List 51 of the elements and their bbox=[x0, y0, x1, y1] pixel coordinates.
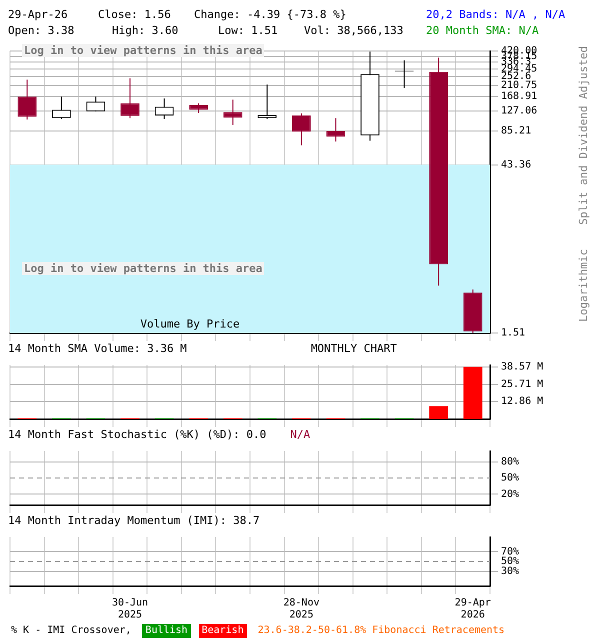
annotation: Log in to view patterns in this area bbox=[24, 262, 262, 275]
text: N/A bbox=[290, 428, 310, 441]
band-label: Volume By Price bbox=[140, 317, 240, 330]
x-tick-label: 28-Nov 2025 bbox=[283, 598, 320, 621]
annotation: Log in to view patterns in this area bbox=[24, 44, 262, 57]
x-tick-label: 29-Apr 2026 bbox=[454, 598, 491, 621]
y-tick-label: 80% bbox=[501, 456, 520, 468]
text: 29-Apr-26 bbox=[8, 8, 68, 21]
y-tick-label: 70% bbox=[501, 546, 520, 558]
y-tick-label: 50% bbox=[501, 472, 520, 484]
y-tick-label: 20% bbox=[501, 488, 520, 500]
text: 23.6-38.2-50-61.8% Fibonacci Retracements bbox=[258, 625, 505, 636]
text: Bullish bbox=[145, 625, 188, 636]
y-tick-label: 210.75 bbox=[501, 80, 538, 92]
candlestick bbox=[326, 118, 346, 142]
text: Vol: 38,566,133 bbox=[304, 24, 404, 37]
text: % K - IMI Crossover, bbox=[11, 625, 132, 636]
text: Open: 3.38 bbox=[8, 24, 74, 37]
y-tick-label: 85.21 bbox=[501, 126, 532, 137]
candlestick bbox=[223, 99, 242, 126]
y-tick-label: 1.51 bbox=[501, 328, 526, 339]
text: Close: 1.56 bbox=[98, 8, 171, 21]
y-tick-label: 25.71 M bbox=[501, 378, 544, 390]
candlestick bbox=[189, 102, 208, 114]
candlestick bbox=[18, 79, 37, 120]
y-tick-label: 12.86 M bbox=[501, 396, 544, 408]
text: High: 3.60 bbox=[112, 24, 178, 37]
x-tick-label: 30-Jun 2025 bbox=[112, 598, 148, 621]
y-tick-label: 43.36 bbox=[501, 159, 532, 170]
bar bbox=[463, 366, 482, 419]
candlestick bbox=[86, 96, 106, 112]
text: 20,2 Bands: N/A , N/A bbox=[426, 8, 566, 21]
text: Low: 1.51 bbox=[218, 24, 278, 37]
candlestick bbox=[52, 96, 71, 120]
chart-title: 14 Month SMA Volume: 3.36 M bbox=[8, 342, 187, 355]
text: Bearish bbox=[202, 625, 244, 636]
y-tick-label: 30% bbox=[501, 566, 520, 577]
chart-title: 14 Month Intraday Momentum (IMI): 38.7 bbox=[8, 514, 260, 527]
y-tick-label: 50% bbox=[501, 556, 520, 568]
y-tick-label: 38.57 M bbox=[501, 362, 544, 373]
candlestick bbox=[258, 84, 277, 120]
bar bbox=[429, 406, 448, 419]
text: Change: -4.39 {-73.8 %} bbox=[194, 8, 346, 21]
text: MONTHLY CHART bbox=[310, 342, 397, 355]
y-tick-label: 127.06 bbox=[501, 106, 538, 116]
text: 20 Month SMA: N/A bbox=[426, 24, 539, 37]
chart-title: 14 Month Fast Stochastic (%K) (%D): 0.0 bbox=[8, 428, 266, 441]
text: Logarithmic bbox=[577, 249, 590, 322]
y-tick-label: 168.91 bbox=[501, 91, 538, 102]
candlestick bbox=[154, 98, 174, 120]
y-axis-title: Split and Dividend Adjusted bbox=[577, 46, 590, 225]
